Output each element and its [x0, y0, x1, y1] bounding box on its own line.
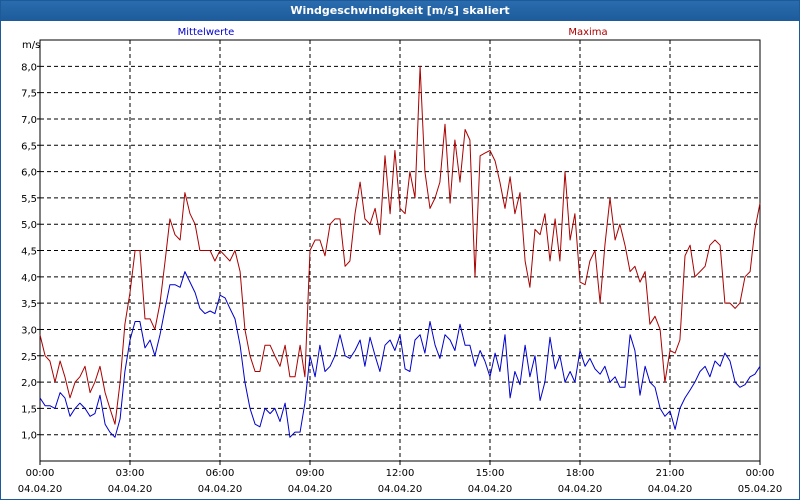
- y-tick-labels: 1,0 1,5 2,0 2,5 3,0 3,5 4,0 4,5 5,0 5,5 6,0 6,5 7,0 7…: [21, 62, 40, 442]
- y-tick-label: 7,0: [21, 115, 37, 126]
- y-tick-label: 3,0: [21, 325, 37, 336]
- wind-speed-chart: m/s 1,0 1,5 2,0 2,5 3,0 3,5 4,0 4,5 5,0 5,5 6,0 6,5…: [18, 27, 783, 495]
- x-tick-date: 04.04.20: [108, 484, 153, 495]
- y-tick-label: 4,5: [21, 247, 37, 258]
- x-tick-date: 04.04.20: [378, 484, 423, 495]
- y-tick-label: 6,0: [21, 168, 37, 179]
- x-tick-date: 04.04.20: [558, 484, 603, 495]
- x-tick-date: 04.04.20: [18, 484, 63, 495]
- x-tick-date: 04.04.20: [198, 484, 243, 495]
- x-tick-time: 09:00: [296, 468, 325, 479]
- y-tick-label: 2,0: [21, 378, 37, 389]
- series-line-maxima: [39, 65, 761, 425]
- y-tick-label: 4,0: [21, 273, 37, 284]
- grid: [40, 40, 760, 461]
- x-tick-time: 21:00: [656, 468, 685, 479]
- y-tick-label: 1,0: [21, 431, 37, 442]
- x-tick-time: 06:00: [206, 468, 235, 479]
- window-titlebar: Windgeschwindigkeit [m/s] skaliert: [1, 1, 799, 21]
- x-tick-time: 00:00: [746, 468, 775, 479]
- y-tick-label: 5,0: [21, 220, 37, 231]
- y-tick-label: 2,5: [21, 352, 37, 363]
- y-tick-label: 6,5: [21, 141, 37, 152]
- y-tick-label: 8,0: [21, 62, 37, 73]
- y-tick-label: 7,5: [21, 89, 37, 100]
- x-tick-date: 05.04.20: [738, 484, 783, 495]
- x-tick-date: 04.04.20: [468, 484, 513, 495]
- y-axis-label: m/s: [22, 40, 40, 51]
- x-tick-time: 03:00: [116, 468, 145, 479]
- x-tick-time: 12:00: [386, 468, 415, 479]
- y-tick-label: 3,5: [21, 299, 37, 310]
- x-tick-date: 04.04.20: [648, 484, 693, 495]
- x-tick-time: 00:00: [26, 468, 55, 479]
- x-tick-date: 04.04.20: [288, 484, 333, 495]
- legend-mittelwerte: Mittelwerte: [178, 27, 235, 38]
- legend-maxima: Maxima: [568, 27, 607, 38]
- series-layer: [39, 65, 761, 438]
- x-tick-time: 15:00: [476, 468, 505, 479]
- series-line-mittelwerte: [39, 271, 761, 438]
- x-tick-labels: 00:00 04.04.20 03:00 04.04.20 06:00 04.04.20 0…: [18, 461, 783, 495]
- x-tick-time: 18:00: [566, 468, 595, 479]
- y-tick-label: 5,5: [21, 194, 37, 205]
- y-tick-label: 1,5: [21, 404, 37, 415]
- window-title: Windgeschwindigkeit [m/s] skaliert: [290, 4, 510, 17]
